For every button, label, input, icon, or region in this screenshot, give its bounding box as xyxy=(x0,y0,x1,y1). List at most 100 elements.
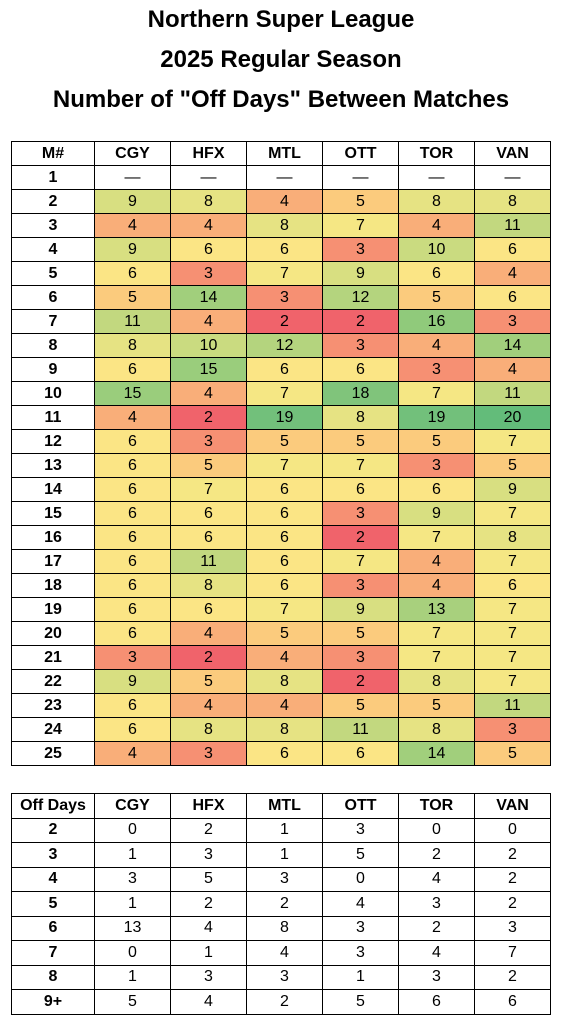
table-row: 3 4 4 8 7 4 11 xyxy=(11,213,551,238)
off-days-cell-hfx: 4 xyxy=(170,213,247,238)
off-days-cell-hfx: 6 xyxy=(170,525,247,550)
table-row: 21 3 2 4 3 7 7 xyxy=(11,645,551,670)
off-days-cell-mtl: 7 xyxy=(246,381,323,406)
off-days-cell-mtl: 5 xyxy=(246,429,323,454)
count-cell-cgy: 3 xyxy=(94,866,171,892)
off-days-cell-mtl: 19 xyxy=(246,405,323,430)
count-cell-van: 0 xyxy=(474,817,551,843)
count-cell-mtl: 2 xyxy=(246,891,323,917)
count-cell-cgy: 0 xyxy=(94,940,171,966)
count-cell-mtl: 3 xyxy=(246,866,323,892)
off-days-cell-ott: 6 xyxy=(322,477,399,502)
off-days-cell-tor: 5 xyxy=(398,285,475,310)
off-days-cell-mtl: 8 xyxy=(246,213,323,238)
off-days-cell-mtl: 5 xyxy=(246,621,323,646)
header-off-days: Off Days xyxy=(11,793,95,819)
header-van: VAN xyxy=(474,141,551,166)
off-days-cell-tor: 7 xyxy=(398,381,475,406)
off-days-cell-tor: 4 xyxy=(398,549,475,574)
off-days-cell-van: 4 xyxy=(474,357,551,382)
match-number-cell: 24 xyxy=(11,717,95,742)
off-days-cell-cgy: 9 xyxy=(94,237,171,262)
off-days-cell-cgy: 6 xyxy=(94,477,171,502)
off-days-cell-van: 7 xyxy=(474,501,551,526)
match-number-cell: 4 xyxy=(11,237,95,262)
off-days-cell-ott: 5 xyxy=(322,693,399,718)
count-cell-van: 2 xyxy=(474,964,551,990)
header-tor: TOR xyxy=(398,793,475,819)
count-cell-cgy: 1 xyxy=(94,842,171,868)
match-number-cell: 6 xyxy=(11,285,95,310)
off-days-cell-van: 7 xyxy=(474,645,551,670)
off-days-cell-hfx: 8 xyxy=(170,573,247,598)
off-days-cell-cgy: — xyxy=(94,165,171,190)
off-days-cell-cgy: 6 xyxy=(94,717,171,742)
off-days-cell-tor: 4 xyxy=(398,573,475,598)
count-cell-mtl: 8 xyxy=(246,915,323,941)
off-days-cell-mtl: 6 xyxy=(246,477,323,502)
off-days-cell-cgy: 6 xyxy=(94,573,171,598)
count-cell-ott: 0 xyxy=(322,866,399,892)
table-row: 4 9 6 6 3 10 6 xyxy=(11,237,551,262)
off-days-cell-cgy: 6 xyxy=(94,501,171,526)
table-row: 15 6 6 6 3 9 7 xyxy=(11,501,551,526)
off-days-cell-tor: 3 xyxy=(398,453,475,478)
count-cell-ott: 3 xyxy=(322,915,399,941)
table-row: 9 6 15 6 6 3 4 xyxy=(11,357,551,382)
count-cell-hfx: 3 xyxy=(170,842,247,868)
count-cell-cgy: 0 xyxy=(94,817,171,843)
table-row: 1— — — — — — xyxy=(11,165,551,190)
off-days-cell-van: 6 xyxy=(474,285,551,310)
off-days-cell-van: 7 xyxy=(474,549,551,574)
off-days-cell-ott: 7 xyxy=(322,549,399,574)
count-cell-mtl: 1 xyxy=(246,817,323,843)
match-number-cell: 22 xyxy=(11,669,95,694)
header-ott: OTT xyxy=(322,793,399,819)
off-days-cell-ott: 8 xyxy=(322,405,399,430)
off-days-cell-hfx: 4 xyxy=(170,309,247,334)
match-number-cell: 17 xyxy=(11,549,95,574)
off-days-cell-cgy: 6 xyxy=(94,597,171,622)
count-cell-hfx: 2 xyxy=(170,817,247,843)
off-days-cell-hfx: 14 xyxy=(170,285,247,310)
off-days-cell-cgy: 11 xyxy=(94,309,171,334)
off-days-cell-cgy: 4 xyxy=(94,405,171,430)
match-number-cell: 19 xyxy=(11,597,95,622)
off-days-label-cell: 7 xyxy=(11,940,95,966)
off-days-cell-van: 7 xyxy=(474,621,551,646)
off-days-cell-van: 7 xyxy=(474,597,551,622)
off-days-cell-mtl: 7 xyxy=(246,597,323,622)
count-cell-tor: 6 xyxy=(398,989,475,1015)
off-days-label-cell: 8 xyxy=(11,964,95,990)
off-days-cell-tor: 4 xyxy=(398,213,475,238)
title-line-1: Northern Super League xyxy=(147,6,415,33)
count-cell-hfx: 4 xyxy=(170,915,247,941)
off-days-cell-hfx: 3 xyxy=(170,429,247,454)
off-days-cell-cgy: 6 xyxy=(94,453,171,478)
table-row: 22 9 5 8 2 8 7 xyxy=(11,669,551,694)
table-row: 19 6 6 7 9 13 7 xyxy=(11,597,551,622)
off-days-cell-hfx: 2 xyxy=(170,645,247,670)
off-days-label-cell: 4 xyxy=(11,866,95,892)
header-hfx: HFX xyxy=(170,793,247,819)
table-row: 13 6 5 7 7 3 5 xyxy=(11,453,551,478)
table-row: 7 11 4 2 2 16 3 xyxy=(11,309,551,334)
table-row: 12 6 3 5 5 5 7 xyxy=(11,429,551,454)
off-days-cell-ott: 5 xyxy=(322,189,399,214)
off-days-cell-tor: 3 xyxy=(398,357,475,382)
table-header-row: M# CGY HFX MTL OTT TOR VAN xyxy=(11,141,551,166)
match-number-cell: 14 xyxy=(11,477,95,502)
off-days-by-match-table: M# CGY HFX MTL OTT TOR VAN 1— — — — — —2 9 8 4 5 8… xyxy=(11,141,551,766)
off-days-cell-hfx: 6 xyxy=(170,597,247,622)
off-days-cell-cgy: 15 xyxy=(94,381,171,406)
off-days-cell-mtl: 6 xyxy=(246,501,323,526)
match-number-cell: 9 xyxy=(11,357,95,382)
off-days-label-cell: 9+ xyxy=(11,989,95,1015)
off-days-cell-hfx: 6 xyxy=(170,237,247,262)
header-cgy: CGY xyxy=(94,793,171,819)
match-number-cell: 16 xyxy=(11,525,95,550)
